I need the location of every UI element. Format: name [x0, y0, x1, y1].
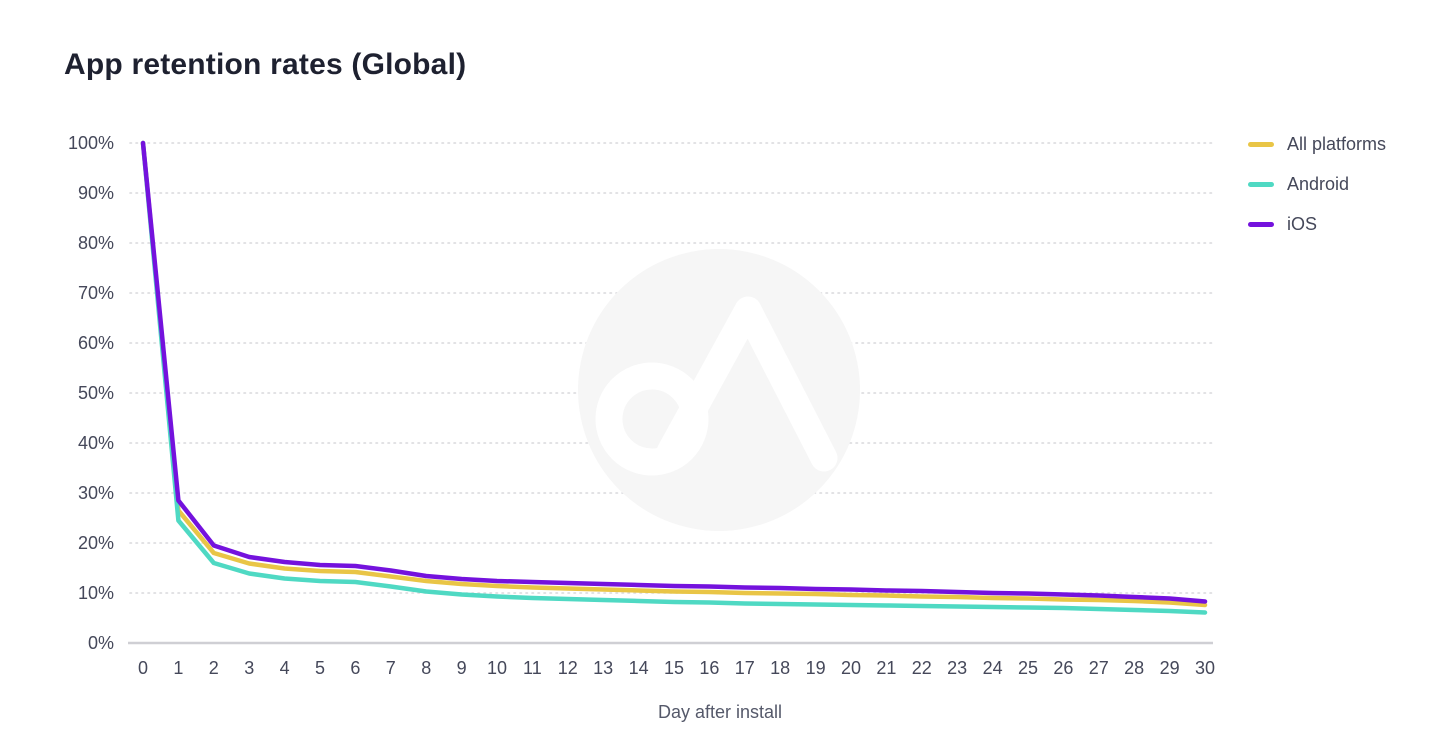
legend-swatch — [1248, 141, 1274, 147]
x-tick-label: 0 — [138, 658, 148, 678]
y-tick-label: 100% — [68, 133, 114, 153]
y-tick-label: 0% — [88, 633, 114, 653]
x-tick-label: 1 — [173, 658, 183, 678]
y-tick-label: 90% — [78, 183, 114, 203]
x-tick-label: 22 — [912, 658, 932, 678]
x-tick-label: 30 — [1195, 658, 1215, 678]
x-tick-label: 9 — [457, 658, 467, 678]
x-tick-label: 27 — [1089, 658, 1109, 678]
x-tick-label: 7 — [386, 658, 396, 678]
legend-label: iOS — [1287, 213, 1318, 234]
x-tick-label: 6 — [350, 658, 360, 678]
legend-item: iOS — [1248, 204, 1386, 244]
legend-label: All platforms — [1287, 133, 1387, 154]
x-tick-label: 18 — [770, 658, 790, 678]
x-tick-label: 8 — [421, 658, 431, 678]
x-tick-label: 28 — [1124, 658, 1144, 678]
x-axis-title: Day after install — [657, 702, 783, 722]
series-line-all-platforms — [140, 140, 1208, 608]
y-tick-label: 80% — [78, 233, 114, 253]
x-tick-label: 21 — [876, 658, 896, 678]
x-tick-label: 3 — [244, 658, 254, 678]
x-tick-label: 16 — [699, 658, 719, 678]
chart-title: App retention rates (Global) — [64, 48, 467, 81]
legend-item: Android — [1248, 164, 1386, 204]
x-tick-label: 20 — [841, 658, 861, 678]
y-tick-label: 60% — [78, 333, 114, 353]
legend-swatch — [1248, 221, 1274, 227]
y-tick-label: 30% — [78, 483, 114, 503]
x-tick-label: 11 — [523, 658, 542, 678]
legend: All platforms Android iOS — [1248, 124, 1386, 244]
x-tick-label: 24 — [983, 658, 1003, 678]
legend-label: Android — [1287, 173, 1350, 194]
x-tick-label: 14 — [629, 658, 649, 678]
y-tick-label: 10% — [78, 583, 114, 603]
watermark-logo-peak — [656, 296, 838, 472]
x-tick-label: 19 — [806, 658, 826, 678]
x-tick-label: 4 — [280, 658, 290, 678]
x-tick-label: 29 — [1160, 658, 1180, 678]
x-tick-label: 13 — [593, 658, 613, 678]
series-line-ios — [140, 140, 1208, 604]
x-tick-label: 15 — [664, 658, 684, 678]
y-tick-label: 50% — [78, 383, 114, 403]
x-tick-label: 26 — [1053, 658, 1073, 678]
series-line-android — [140, 140, 1208, 615]
x-tick-label: 25 — [1018, 658, 1038, 678]
y-tick-label: 40% — [78, 433, 114, 453]
x-tick-label: 23 — [947, 658, 967, 678]
x-tick-label: 12 — [558, 658, 578, 678]
legend-item: All platforms — [1248, 124, 1386, 164]
y-tick-label: 20% — [78, 533, 114, 553]
legend-swatch — [1248, 181, 1274, 187]
y-tick-label: 70% — [78, 283, 114, 303]
x-tick-label: 5 — [315, 658, 325, 678]
x-tick-label: 10 — [487, 658, 507, 678]
x-tick-label: 2 — [209, 658, 219, 678]
x-tick-label: 17 — [735, 658, 755, 678]
